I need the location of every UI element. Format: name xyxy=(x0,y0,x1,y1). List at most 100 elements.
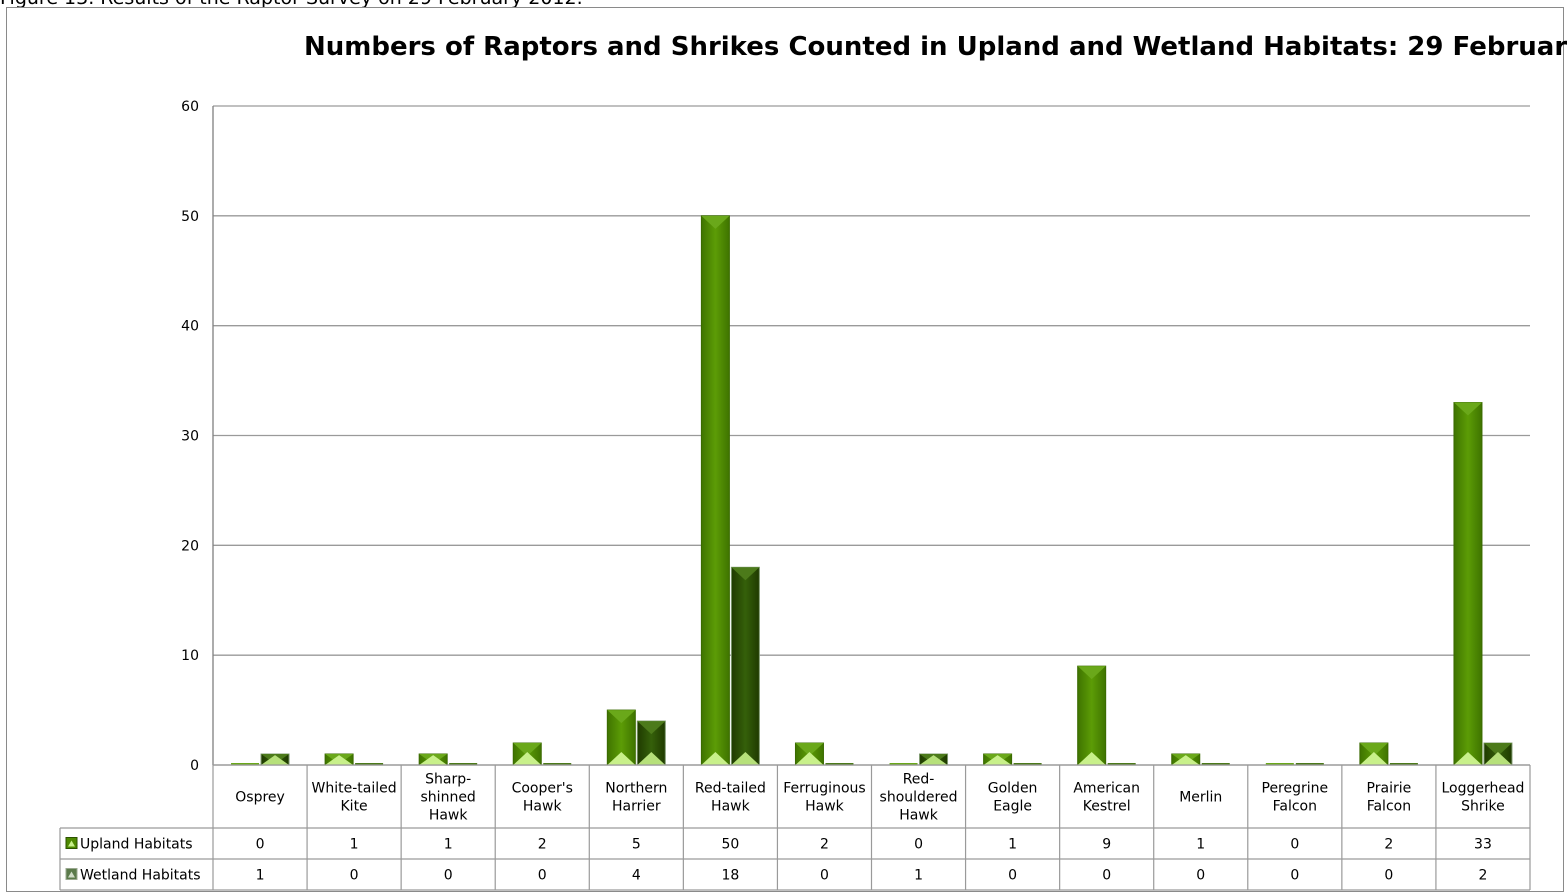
table-value: 0 xyxy=(1290,868,1299,884)
bar xyxy=(1201,763,1230,765)
legend-key-bevel xyxy=(68,840,75,847)
bar-body xyxy=(449,763,478,765)
bar-bottom-bevel xyxy=(513,752,542,765)
bar xyxy=(606,709,636,766)
category-label: Harrier xyxy=(612,799,661,815)
bar-bottom-bevel xyxy=(637,752,666,765)
bar xyxy=(418,753,448,766)
bar xyxy=(231,763,260,765)
bar-top-bevel xyxy=(1453,402,1482,416)
category-label: American xyxy=(1073,781,1140,797)
bar-body xyxy=(1265,763,1294,765)
bar-bottom-bevel xyxy=(607,752,636,765)
bar-top-bevel xyxy=(637,721,666,735)
bar xyxy=(1389,763,1418,765)
table-value: 2 xyxy=(820,837,829,853)
bar xyxy=(889,763,918,765)
category-label: Kite xyxy=(341,799,368,815)
category-label: Sharp- xyxy=(425,772,471,788)
bar-bottom-bevel xyxy=(325,755,354,765)
bar xyxy=(919,753,949,766)
category-label: Prairie xyxy=(1367,781,1412,797)
bar-bottom-bevel xyxy=(419,755,448,765)
bar-body xyxy=(355,763,384,765)
category-label: Northern xyxy=(605,781,667,797)
category-label: Falcon xyxy=(1273,799,1317,815)
table-value: 33 xyxy=(1474,837,1492,853)
data-table: Osprey White-tailed Kite Sharp-shinned Hawk C… xyxy=(59,764,1531,891)
bar xyxy=(1171,753,1201,766)
table-value: 0 xyxy=(444,868,453,884)
bar-body xyxy=(231,763,260,765)
bar-body xyxy=(1201,763,1230,765)
table-value: 0 xyxy=(914,837,923,853)
bar xyxy=(730,566,760,766)
bar xyxy=(1453,402,1483,766)
bar-body xyxy=(1389,763,1418,765)
category-label: Falcon xyxy=(1367,799,1411,815)
table-value: 50 xyxy=(721,837,739,853)
gridlines xyxy=(212,105,1530,766)
bar-bottom-bevel xyxy=(701,752,730,765)
bar xyxy=(794,742,824,766)
table-value: 1 xyxy=(256,868,265,884)
table-value: 0 xyxy=(538,868,547,884)
table-value: 2 xyxy=(1479,868,1488,884)
bar xyxy=(355,763,384,765)
table-value: 0 xyxy=(1384,868,1393,884)
category-label: Hawk xyxy=(711,799,751,815)
bar-body xyxy=(1077,665,1107,766)
table-value: 9 xyxy=(1102,837,1111,853)
table-value: 1 xyxy=(1008,837,1017,853)
bar-bottom-bevel xyxy=(261,755,290,765)
bar-top-bevel xyxy=(731,567,760,581)
legend-label: Upland Habitats xyxy=(80,837,193,853)
bar-body xyxy=(1013,763,1042,765)
bar-bottom-bevel xyxy=(1453,752,1482,765)
bar-bottom-bevel xyxy=(1171,755,1200,765)
chart-title: Numbers of Raptors and Shrikes Counted i… xyxy=(304,32,1567,62)
category-label: Merlin xyxy=(1179,790,1222,806)
table-value: 1 xyxy=(914,868,923,884)
y-tick-label: 60 xyxy=(181,99,199,115)
bar-body xyxy=(1453,402,1483,766)
table-value: 2 xyxy=(1384,837,1393,853)
table-value: 0 xyxy=(1196,868,1205,884)
category-label: Peregrine xyxy=(1262,781,1329,797)
bar-body xyxy=(543,763,572,765)
y-tick-label: 10 xyxy=(181,648,199,664)
table-value: 2 xyxy=(538,837,547,853)
category-label: Loggerhead xyxy=(1441,781,1524,797)
table-value: 1 xyxy=(350,837,359,853)
bar xyxy=(1013,763,1042,765)
legend-key-bevel xyxy=(68,871,75,878)
table-value: 0 xyxy=(820,868,829,884)
bar-top-bevel xyxy=(1077,666,1106,680)
category-label: Osprey xyxy=(235,790,285,806)
bar-top-bevel xyxy=(701,215,730,229)
category-label: shinned xyxy=(421,790,476,806)
bar-bottom-bevel xyxy=(983,755,1012,765)
table-value: 18 xyxy=(721,868,739,884)
bar-body xyxy=(700,215,730,766)
bar xyxy=(324,753,354,766)
bar-bottom-bevel xyxy=(1077,752,1106,765)
category-label: shouldered xyxy=(880,790,958,806)
table-value: 0 xyxy=(1290,837,1299,853)
figure-caption: Figure 13. Results of the Raptor Survey … xyxy=(0,0,583,9)
table-value: 5 xyxy=(632,837,641,853)
y-axis-ticks: 0 10 20 30 40 50 60 xyxy=(181,99,199,774)
category-label: Golden xyxy=(988,781,1038,797)
bar-top-bevel xyxy=(1483,743,1512,757)
y-tick-label: 0 xyxy=(190,758,199,774)
y-tick-label: 20 xyxy=(181,538,199,554)
category-label: Hawk xyxy=(805,799,845,815)
y-tick-label: 30 xyxy=(181,429,199,445)
bar xyxy=(1359,742,1389,766)
category-label: Kestrel xyxy=(1083,799,1131,815)
bar-body xyxy=(1295,763,1324,765)
chart-frame xyxy=(6,7,1564,892)
bar xyxy=(512,742,542,766)
bar-body xyxy=(889,763,918,765)
